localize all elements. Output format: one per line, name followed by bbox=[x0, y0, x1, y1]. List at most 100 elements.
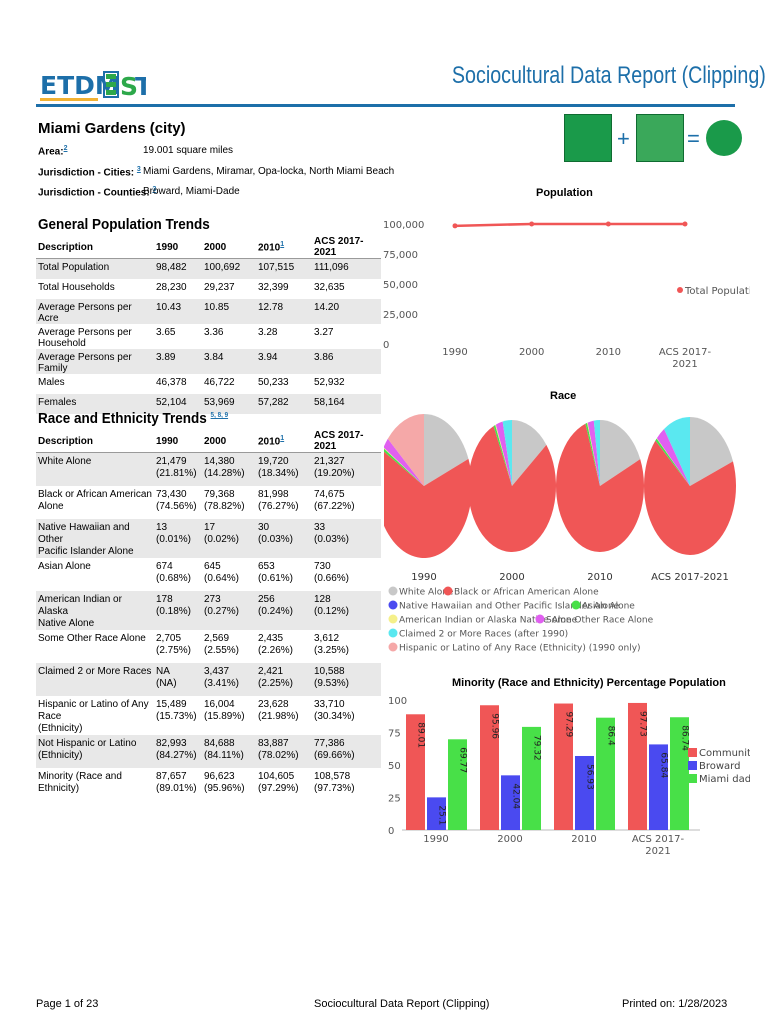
pie-slice bbox=[585, 423, 600, 486]
y-tick-label: 100 bbox=[388, 696, 407, 707]
row-value: 3.28 bbox=[258, 326, 278, 338]
footer-page-number: Page 1 of 23 bbox=[36, 998, 99, 1010]
x-tick-label: ACS 2017-2021 bbox=[632, 834, 685, 857]
legend-swatch bbox=[388, 642, 398, 652]
percent-value: (0.61%) bbox=[258, 572, 294, 584]
svg-text:S: S bbox=[120, 72, 138, 101]
row-value: 653 (0.61%) bbox=[256, 558, 312, 591]
area-ref-link[interactable]: 2 bbox=[63, 145, 68, 152]
percent-value: (21.81%) bbox=[156, 468, 197, 479]
pie-slice bbox=[468, 426, 556, 552]
bar bbox=[480, 705, 499, 830]
count-value: 17 bbox=[204, 521, 216, 533]
row-description: Females bbox=[36, 393, 154, 414]
percent-value: (0.68%) bbox=[156, 572, 192, 584]
count-value: 21,327 bbox=[314, 456, 345, 467]
count-value: 83,887 bbox=[258, 737, 289, 749]
count-value: 10,588 bbox=[314, 665, 345, 677]
percent-value: (84.27%) bbox=[156, 749, 197, 761]
bar bbox=[628, 702, 647, 830]
table-row: American Indian or Alaska Native Alone 178… bbox=[36, 590, 381, 630]
row-value: 3.84 bbox=[202, 348, 256, 374]
row-value: 50,233 bbox=[258, 376, 289, 388]
count-value: 79,368 bbox=[204, 488, 235, 500]
y-tick-label: 50,000 bbox=[383, 280, 418, 291]
table-row: Total Population 98,482 100,692 107,515 111,… bbox=[36, 258, 381, 279]
row-value: 17 (0.02%) bbox=[202, 518, 256, 558]
column-header: 1990 bbox=[154, 236, 202, 259]
count-value: 33 bbox=[314, 521, 326, 533]
y-tick-label: 50 bbox=[388, 761, 401, 772]
table-row: Average Persons per Family 3.89 3.84 3.94 3.… bbox=[36, 348, 381, 374]
legend-label: Community bbox=[699, 748, 750, 759]
legend-label: American Indian or Alaska Native Alone bbox=[399, 616, 578, 626]
table-row: Some Other Race Alone 2,705 (2.75%) 2,569 (2… bbox=[36, 630, 381, 663]
percent-value: (2.25%) bbox=[258, 677, 294, 689]
percent-value: (2.26%) bbox=[258, 644, 294, 656]
pie-slice bbox=[493, 426, 512, 486]
puzzle-pieces-icon bbox=[564, 114, 612, 162]
column-header: Description bbox=[36, 236, 154, 259]
row-value: 3.94 bbox=[256, 348, 312, 374]
pie-slice bbox=[656, 438, 690, 486]
percent-value: (0.03%) bbox=[314, 533, 350, 545]
race-pie-charts: 1990 2000 2010 ACS 2017-2021 White Alone Blac… bbox=[384, 414, 736, 654]
x-tick-label: 1990 bbox=[423, 834, 448, 845]
bar bbox=[670, 717, 689, 830]
y-tick-label: 25,000 bbox=[383, 310, 418, 321]
row-value: 3.36 bbox=[204, 326, 224, 338]
count-value: 15,489 bbox=[156, 698, 187, 710]
pie-slice bbox=[655, 438, 690, 486]
pie-slice bbox=[493, 424, 512, 486]
minority-chart-title: Minority (Race and Ethnicity) Percentage… bbox=[452, 677, 726, 689]
percent-value: (76.27%) bbox=[258, 500, 299, 512]
bar-value-label: 86.74 bbox=[680, 725, 690, 751]
puzzle-overlay-icon bbox=[636, 114, 684, 162]
count-value: 256 bbox=[258, 593, 275, 605]
pie-slice bbox=[655, 440, 690, 486]
footer-printed-date: Printed on: 1/28/2023 bbox=[622, 998, 728, 1010]
cities-label: Jurisdiction - Cities: 3 bbox=[38, 166, 141, 179]
row-value: 674 (0.68%) bbox=[154, 558, 202, 591]
header-ref-link[interactable]: 1 bbox=[280, 240, 285, 248]
race-trends-table: Description 1990 2000 20101 ACS 2017-202… bbox=[36, 430, 381, 801]
row-value: 23,628 (21.98%) bbox=[256, 696, 312, 735]
row-value: 96,623 (95.96%) bbox=[202, 768, 256, 801]
percent-value: (2.75%) bbox=[156, 644, 192, 656]
description-line: American Indian or Alaska bbox=[38, 593, 122, 617]
description-line: Native Hawaiian and Other bbox=[38, 521, 130, 545]
header-ref-link[interactable]: 1 bbox=[280, 434, 285, 442]
column-header: Description bbox=[36, 430, 154, 453]
table-row: Minority (Race and Ethnicity) 87,657 (89.0… bbox=[36, 768, 381, 801]
bar-value-label: 56.93 bbox=[585, 764, 595, 790]
pie-category-label: 2000 bbox=[499, 572, 524, 583]
row-value: 3,437 (3.41%) bbox=[202, 662, 256, 696]
count-value: 14,380 bbox=[204, 456, 235, 467]
percent-value: (84.11%) bbox=[204, 749, 244, 761]
column-header: 2000 bbox=[202, 236, 256, 259]
counties-ref-link[interactable]: 3 bbox=[152, 186, 157, 193]
legend-label: Native Hawaiian and Other Pacific Island… bbox=[399, 602, 620, 612]
description-line: (Ethnicity) bbox=[38, 722, 83, 734]
plus-icon: + bbox=[617, 126, 630, 151]
y-tick-label: 75 bbox=[388, 729, 401, 740]
count-value: 2,569 bbox=[204, 632, 230, 644]
count-value: 2,705 bbox=[156, 632, 182, 644]
legend-swatch bbox=[388, 600, 398, 610]
table-header-row: Description 1990 2000 20101 ACS 2017-202… bbox=[36, 236, 381, 259]
table-row: White Alone 21,479 (21.81%) 14,380 (14.28%) 1… bbox=[36, 452, 381, 486]
row-value: 273 (0.27%) bbox=[202, 590, 256, 630]
x-tick-label: 2000 bbox=[497, 834, 522, 845]
row-value: 87,657 (89.01%) bbox=[154, 768, 202, 801]
legend-label: Total Population bbox=[684, 286, 750, 297]
row-value: 10.85 bbox=[202, 298, 256, 324]
pie-slice bbox=[384, 451, 472, 558]
cities-ref-link[interactable]: 3 bbox=[136, 166, 141, 173]
bar-value-label: 89.01 bbox=[416, 722, 426, 748]
race-refs-link[interactable]: 5, 8, 9 bbox=[210, 412, 229, 419]
pie-slice bbox=[424, 414, 469, 486]
population-data-point bbox=[682, 221, 688, 227]
pie-slice bbox=[495, 421, 512, 486]
pie-slice bbox=[664, 417, 690, 486]
pie-slice bbox=[384, 447, 424, 486]
